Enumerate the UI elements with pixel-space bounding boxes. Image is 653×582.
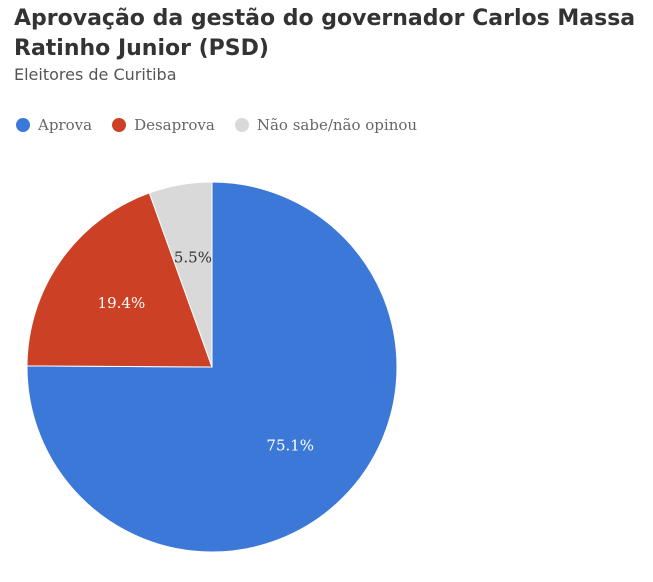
- pie-slice-label-2: 5.5%: [174, 249, 212, 267]
- pie-slices: [26, 181, 398, 553]
- chart-subtitle: Eleitores de Curitiba: [14, 65, 177, 84]
- legend-item-desaprova[interactable]: Desaprova: [112, 116, 215, 134]
- pie-slice-1[interactable]: [26, 192, 213, 368]
- chart-title: Aprovação da gestão do governador Carlos…: [14, 6, 636, 61]
- legend-label-desaprova: Desaprova: [134, 116, 215, 134]
- pie-labels: 75.1% 19.4% 5.5%: [98, 249, 315, 455]
- legend-label-nao-sabe: Não sabe/não opinou: [256, 116, 418, 134]
- legend-label-aprova: Aprova: [38, 116, 93, 134]
- legend-item-nao-sabe[interactable]: Não sabe/não opinou: [234, 116, 418, 134]
- pie-slice-label-0: 75.1%: [266, 437, 314, 455]
- pie-slice-2[interactable]: [148, 181, 213, 368]
- legend-item-aprova[interactable]: Aprova: [16, 116, 92, 134]
- pie-slice-label-1: 19.4%: [98, 294, 146, 312]
- pie-slice-0[interactable]: [26, 181, 398, 553]
- legend-swatch-desaprova: [112, 118, 127, 132]
- legend-swatch-nao-sabe: [234, 118, 249, 132]
- legend-swatch-aprova: [16, 118, 30, 132]
- chart-legend: Aprova Desaprova Não sabe/não opinou: [16, 116, 437, 134]
